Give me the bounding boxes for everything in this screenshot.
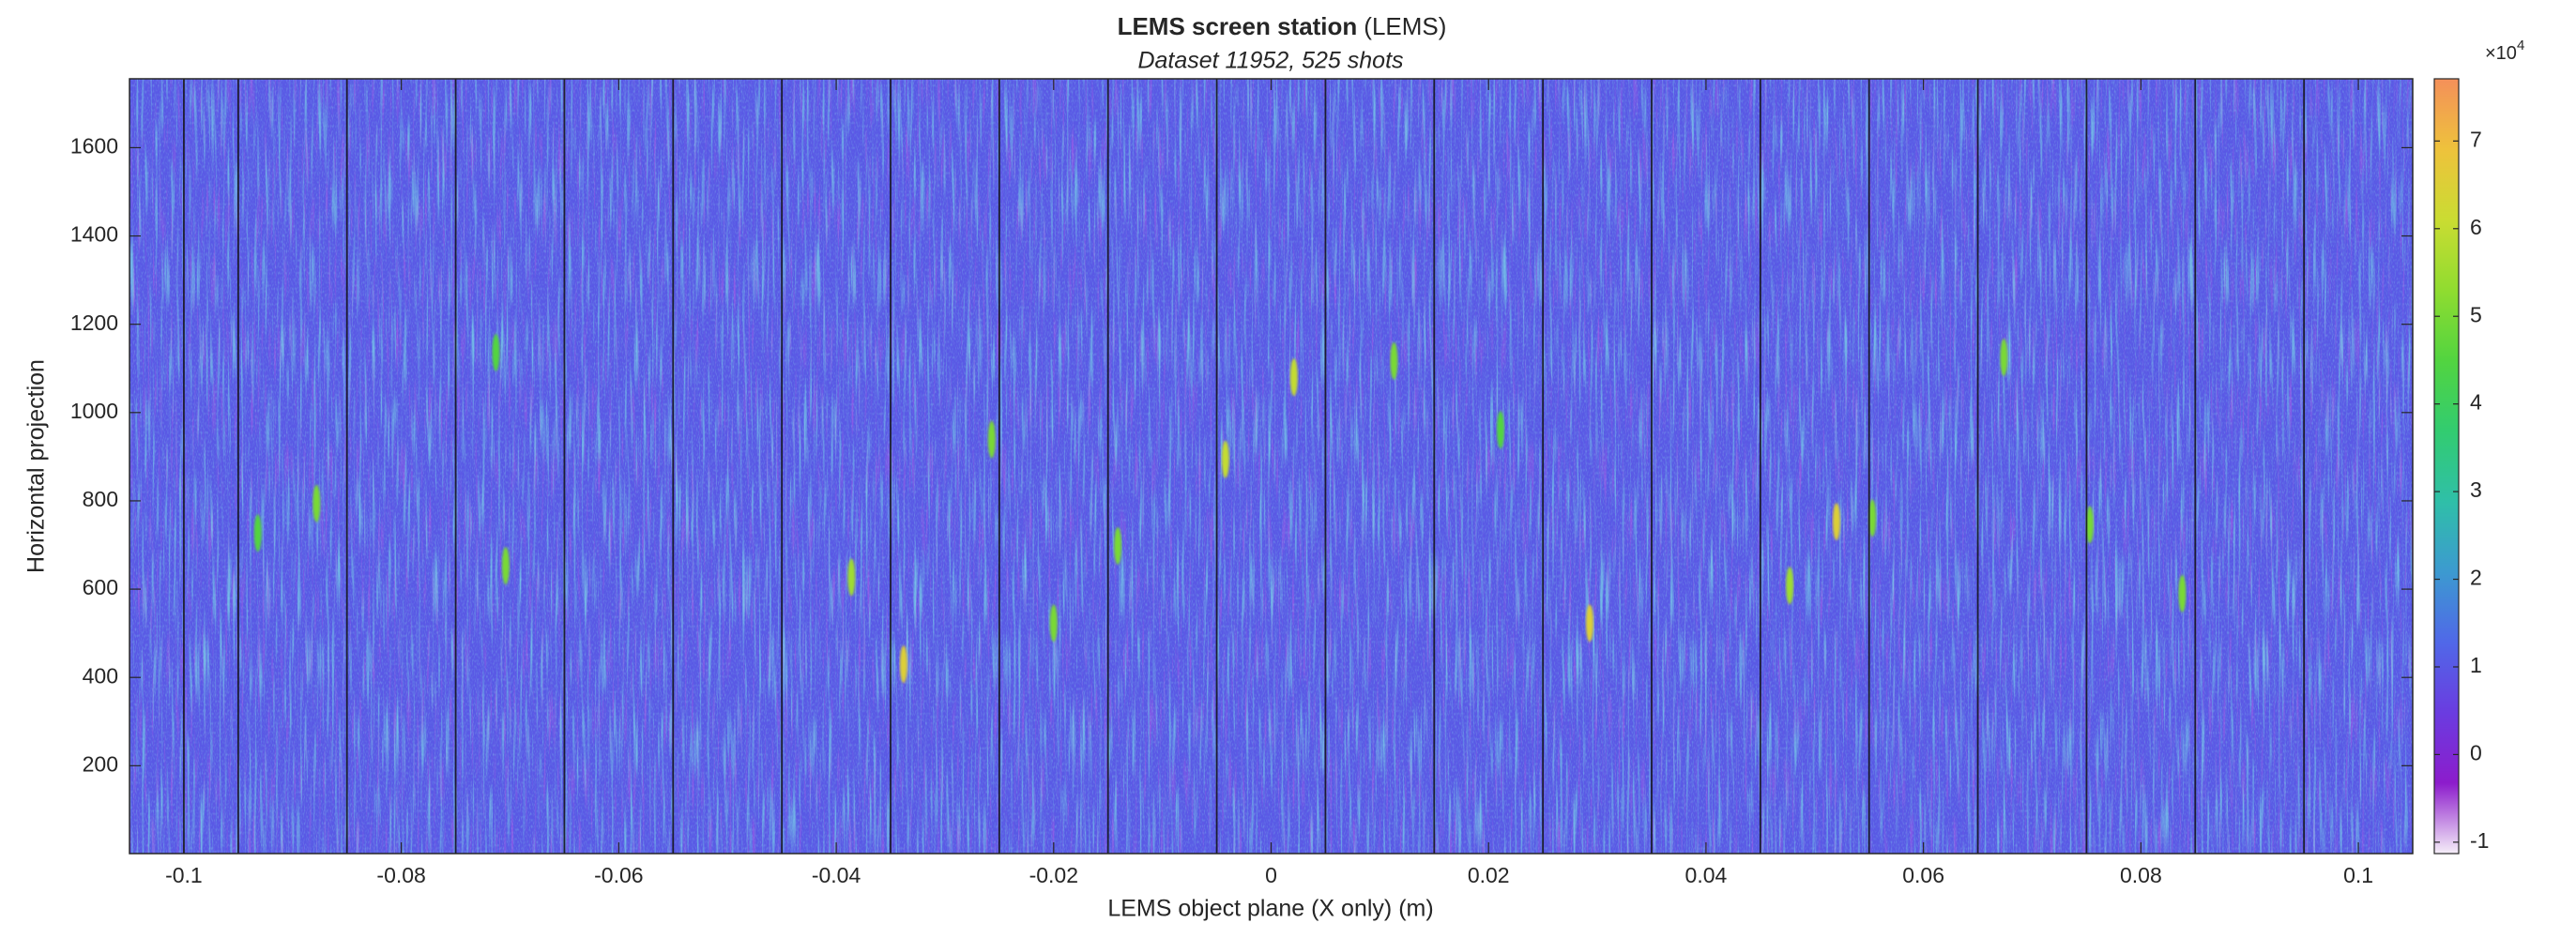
colorbar-tick-label: 2 — [2470, 566, 2482, 590]
y-tick-label: 1000 — [70, 399, 118, 423]
plot-area — [130, 79, 2413, 854]
chart-title: LEMS screen station (LEMS) — [1118, 12, 1447, 40]
hotspot — [1496, 411, 1504, 449]
x-tick-label: -0.06 — [594, 863, 643, 887]
hotspot — [1786, 567, 1794, 605]
hotspot — [1049, 604, 1058, 643]
hotspot — [987, 420, 996, 459]
x-tick-label: 0.08 — [2120, 863, 2162, 887]
hotspot — [899, 645, 907, 684]
hotspot — [847, 558, 856, 597]
x-tick-label: 0 — [1265, 863, 1277, 887]
x-tick-label: -0.04 — [812, 863, 861, 887]
y-tick-label: 1200 — [70, 310, 118, 335]
x-tick-label: -0.02 — [1029, 863, 1078, 887]
hotspot — [1390, 341, 1398, 380]
colorbar-exponent-base: ×10 — [2485, 43, 2517, 64]
x-tick-label: 0.04 — [1685, 863, 1728, 887]
colorbar-tick-label: -1 — [2470, 828, 2489, 853]
y-tick-label: 800 — [83, 487, 118, 511]
hotspot — [2178, 574, 2187, 613]
hotspot — [1289, 358, 1298, 397]
colorbar-exponent: ×104 — [2485, 38, 2524, 64]
colorbar — [2433, 78, 2460, 855]
hotspot — [312, 484, 321, 522]
x-tick-label: 0.02 — [1468, 863, 1510, 887]
y-tick-label: 400 — [83, 663, 118, 688]
colorbar-tick-label: 4 — [2470, 390, 2482, 415]
x-tick-label: 0.06 — [1902, 863, 1944, 887]
title-suffix: (LEMS) — [1364, 12, 1446, 40]
hotspot — [1832, 503, 1840, 541]
x-tick-label: 0.1 — [2343, 863, 2373, 887]
x-tick-label: -0.08 — [376, 863, 425, 887]
x-axis-label: LEMS object plane (X only) (m) — [1107, 896, 1433, 922]
y-tick-label: 1400 — [70, 222, 118, 247]
hotspot — [492, 333, 500, 371]
y-tick-label: 1600 — [70, 134, 118, 159]
noise-texture — [130, 79, 2413, 854]
colorbar-tick-label: 5 — [2470, 302, 2482, 326]
y-tick-label: 600 — [83, 575, 118, 599]
colorbar-exponent-power: 4 — [2517, 38, 2524, 53]
hotspot — [1114, 526, 1122, 565]
y-axis-label: Horizontal projection — [23, 359, 50, 573]
chart-subtitle: Dataset 11952, 525 shots — [1137, 48, 1403, 74]
colorbar-tick-label: 3 — [2470, 477, 2482, 502]
hotspot — [501, 547, 510, 585]
hotspot — [1868, 499, 1877, 537]
hotspot — [253, 514, 262, 552]
x-tick-label: -0.1 — [165, 863, 203, 887]
colorbar-tick-label: 7 — [2470, 127, 2482, 151]
colorbar-tick-label: 6 — [2470, 215, 2482, 239]
colorbar-tick-label: 0 — [2470, 740, 2482, 764]
hotspot — [2000, 338, 2008, 376]
colorbar-tick-label: 1 — [2470, 653, 2482, 677]
hotspot — [1585, 604, 1593, 643]
hotspot — [2085, 506, 2094, 544]
hotspot — [1221, 440, 1229, 478]
y-tick-label: 200 — [83, 751, 118, 776]
title-main: LEMS screen station — [1118, 12, 1358, 40]
